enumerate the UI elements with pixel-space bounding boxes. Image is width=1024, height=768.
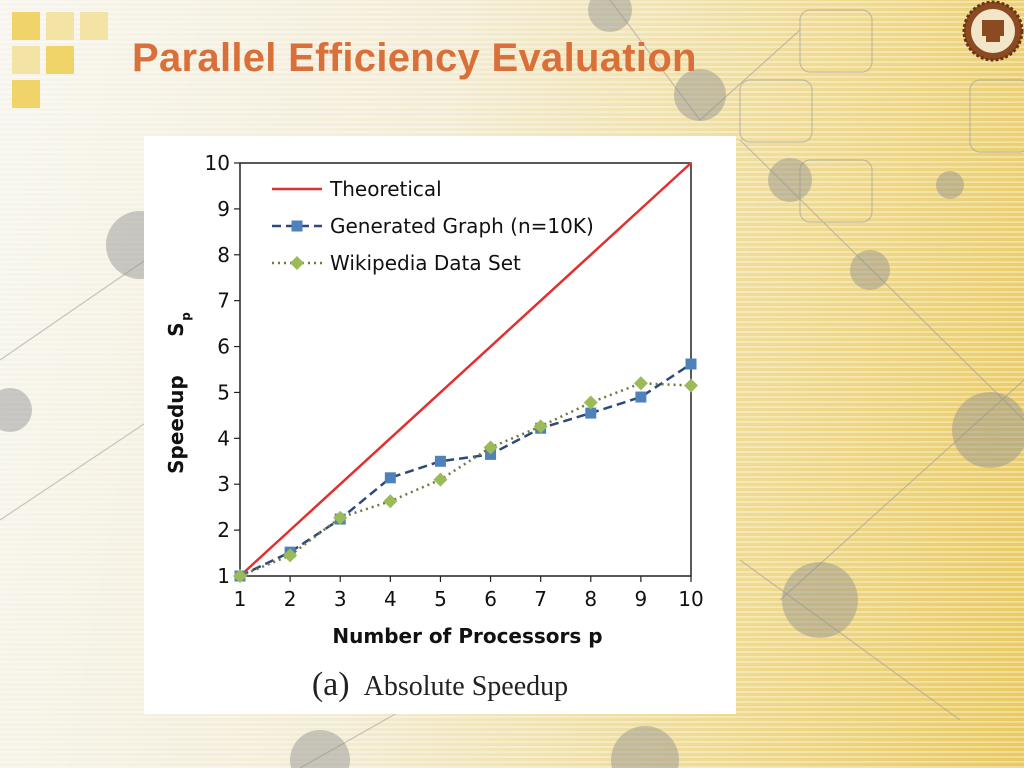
series-3-point	[684, 378, 698, 393]
y-tick-label: 5	[217, 380, 230, 404]
y-tick-label: 3	[217, 472, 230, 496]
y-axis-symbol-subscript: p	[179, 312, 193, 321]
y-tick-label: 9	[217, 197, 230, 221]
series-3-point	[283, 548, 298, 563]
y-tick-label: 1	[217, 564, 230, 588]
series-2-point	[585, 407, 597, 419]
corner-square	[46, 46, 74, 74]
legend-marker-3	[290, 256, 304, 270]
legend-label-3: Wikipedia Data Set	[330, 251, 521, 275]
series-2-point	[384, 472, 396, 484]
x-tick-label: 9	[635, 587, 648, 611]
speedup-chart: 1 2 3 4 5 6 7 8 9 10 1 2 3 4 5 6 7 8 9 10 Number of Processo…	[164, 151, 704, 648]
series-3-point	[633, 376, 648, 391]
legend-marker-2	[291, 220, 303, 232]
corner-square	[80, 12, 108, 40]
legend-label-2: Generated Graph (n=10K)	[330, 214, 594, 238]
series-3-point	[383, 494, 398, 509]
series-2-point	[434, 455, 446, 467]
series-2-point	[685, 358, 697, 370]
plot-frame	[239, 162, 692, 577]
x-tick-label: 3	[334, 587, 347, 611]
caption-tag: (a)	[311, 666, 350, 703]
corner-square	[12, 46, 40, 74]
caption-text: Absolute Speedup	[363, 671, 569, 702]
x-tick-label: 1	[234, 587, 247, 611]
x-tick-label: 5	[434, 587, 447, 611]
series-2-point	[635, 391, 647, 403]
corner-square	[12, 80, 40, 108]
corner-square	[12, 12, 40, 40]
slide-title: Parallel Efficiency Evaluation	[132, 36, 697, 80]
series-3-point	[533, 419, 548, 434]
figure-caption: (a) Absolute Speedup	[144, 666, 736, 704]
chart-panel: 1 2 3 4 5 6 7 8 9 10 1 2 3 4 5 6 7 8 9 10 Number of Processo…	[144, 136, 736, 714]
series-3-point	[583, 395, 598, 410]
x-tick-label: 4	[384, 587, 397, 611]
x-tick-label: 2	[284, 587, 297, 611]
y-tick-label: 4	[217, 426, 230, 450]
y-tick-label: 10	[205, 151, 230, 175]
university-seal-icon	[962, 0, 1024, 62]
series-3-point	[433, 472, 448, 487]
legend-label-1: Theoretical	[329, 177, 442, 201]
x-tick-label: 7	[534, 587, 547, 611]
x-tick-label: 10	[678, 587, 703, 611]
corner-square	[46, 12, 74, 40]
y-axis-label: Speedup	[164, 375, 188, 474]
x-axis-label: Number of Processors p	[332, 624, 602, 648]
series-line-2	[239, 362, 692, 578]
x-tick-label: 8	[584, 587, 597, 611]
series-3-point	[233, 569, 247, 583]
y-tick-label: 8	[217, 243, 230, 267]
x-tick-label: 6	[484, 587, 497, 611]
series-line-3	[239, 382, 692, 578]
y-tick-label: 6	[217, 335, 230, 359]
series-line-1	[239, 162, 692, 577]
y-axis-symbol: S	[164, 322, 188, 336]
series-3-point	[483, 440, 498, 455]
y-tick-label: 7	[217, 289, 230, 313]
y-tick-label: 2	[217, 518, 230, 542]
